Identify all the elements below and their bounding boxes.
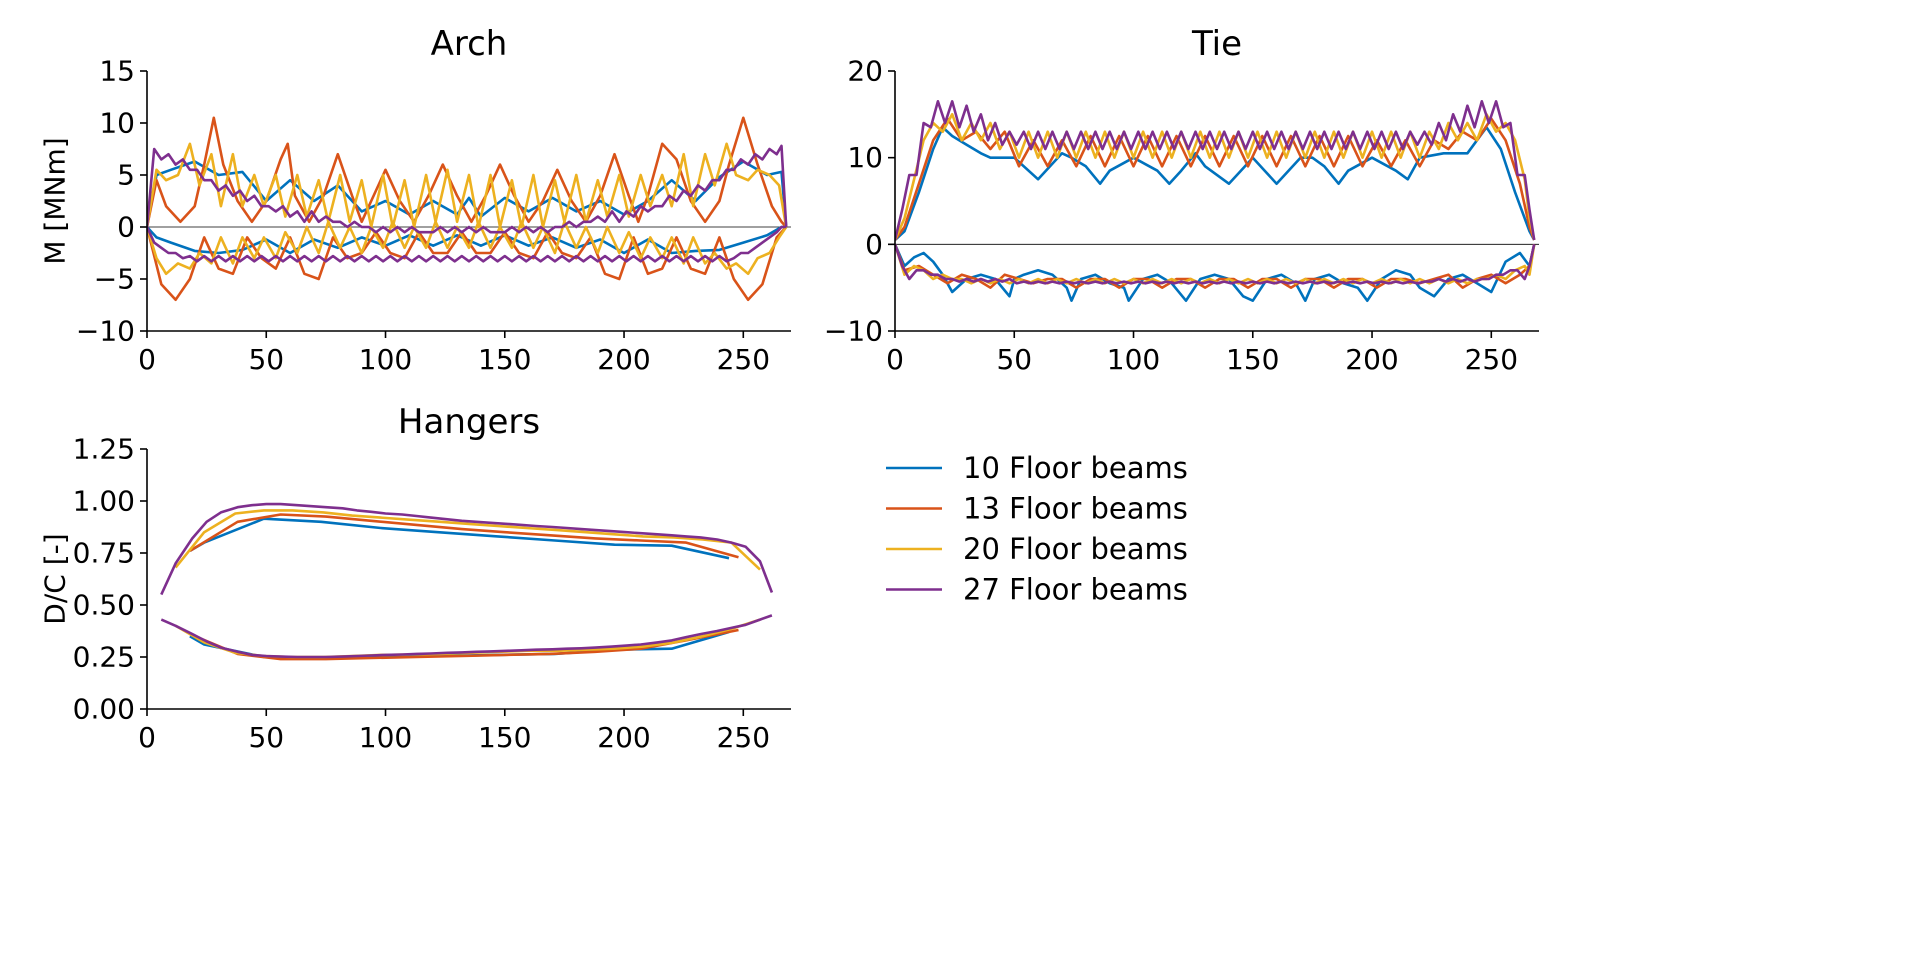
arch-series-27-floor-beams-max [147, 144, 788, 234]
hangers-x-tick-label: 200 [597, 721, 650, 754]
legend-item-27-floor-beams: 27 Floor beams [886, 573, 1188, 607]
hangers-x-tick-label: 0 [138, 721, 156, 754]
legend-item-10-floor-beams: 10 Floor beams [886, 451, 1188, 485]
tie-x-tick-label: 100 [1107, 343, 1160, 376]
hangers-x-tick-label: 50 [248, 721, 284, 754]
tie-series-group [895, 100, 1536, 302]
arch-panel: Arch M [MNm] 0 50 100 150 200 250 −10 −5 0 5 10 15 [39, 24, 791, 376]
arch-series-27-floor-beams-min [147, 225, 787, 263]
hangers-x-tick-label: 100 [359, 721, 412, 754]
arch-y-tick-label: 5 [117, 159, 135, 192]
hangers-y-tick-label: 0.25 [73, 641, 135, 674]
legend-label: 10 Floor beams [963, 451, 1188, 485]
hangers-series-group [160, 502, 774, 661]
legend-label: 13 Floor beams [963, 492, 1188, 526]
legend-item-20-floor-beams: 20 Floor beams [886, 532, 1188, 566]
hangers-y-tick-label: 0.75 [73, 537, 135, 570]
arch-series-20-floor-beams-max [147, 142, 788, 229]
arch-series-13-floor-beams-min [147, 226, 788, 302]
arch-y-tick-label: −10 [76, 315, 135, 348]
arch-x-tick-label: 50 [248, 343, 284, 376]
hangers-series-20-floor-beams-max [174, 509, 761, 571]
hangers-y-axis-label: D/C [-] [39, 533, 72, 624]
tie-series-27-floor-beams-min [895, 243, 1536, 285]
tie-x-tick-label: 250 [1465, 343, 1518, 376]
tie-series-13-floor-beams-max [895, 117, 1536, 241]
arch-series-group [147, 116, 788, 302]
hangers-series-27-floor-beams-max [160, 502, 774, 596]
arch-x-tick-label: 150 [478, 343, 531, 376]
hangers-y-tick-label: 1.25 [73, 433, 135, 466]
tie-y-tick-label: 0 [865, 228, 883, 261]
arch-y-axis-label: M [MNm] [39, 137, 72, 264]
tie-y-tick-label: 20 [847, 55, 883, 88]
tie-x-tick-label: 50 [996, 343, 1032, 376]
arch-title: Arch [431, 24, 508, 64]
hangers-series-13-floor-beams-max [189, 513, 739, 559]
tie-y-tick-label: −10 [824, 315, 883, 348]
tie-series-27-floor-beams-max [895, 100, 1536, 241]
hangers-series-13-floor-beams-min [189, 628, 739, 661]
legend: 10 Floor beams 13 Floor beams 20 Floor bea… [886, 451, 1188, 607]
arch-x-tick-label: 0 [138, 343, 156, 376]
arch-y-tick-label: 15 [99, 55, 135, 88]
tie-x-tick-label: 0 [886, 343, 904, 376]
tie-title: Tie [1191, 24, 1242, 64]
hangers-title: Hangers [398, 402, 540, 442]
legend-label: 20 Floor beams [963, 532, 1188, 566]
tie-x-tick-label: 150 [1226, 343, 1279, 376]
arch-y-tick-label: 0 [117, 211, 135, 244]
hangers-y-tick-label: 1.00 [73, 485, 135, 518]
arch-x-tick-label: 100 [359, 343, 412, 376]
arch-series-13-floor-beams-max [147, 116, 788, 228]
hangers-y-tick-label: 0.50 [73, 589, 135, 622]
tie-x-tick-label: 200 [1345, 343, 1398, 376]
hangers-panel: Hangers D/C [-] 0 50 100 150 200 250 0.00 0.25 0.5… [39, 402, 791, 754]
tie-series-10-floor-beams-min [895, 243, 1536, 302]
hangers-series-10-floor-beams-max [189, 517, 730, 560]
hangers-series-27-floor-beams-min [160, 614, 773, 659]
legend-label: 27 Floor beams [963, 573, 1188, 607]
hangers-x-tick-label: 250 [717, 721, 770, 754]
hangers-x-tick-label: 150 [478, 721, 531, 754]
arch-x-tick-label: 200 [597, 343, 650, 376]
arch-series-20-floor-beams-min [147, 220, 788, 276]
legend-item-13-floor-beams: 13 Floor beams [886, 492, 1188, 526]
arch-y-tick-label: −5 [94, 263, 135, 296]
arch-y-tick-label: 10 [99, 107, 135, 140]
arch-x-tick-label: 250 [717, 343, 770, 376]
hangers-y-tick-label: 0.00 [73, 693, 135, 726]
tie-y-tick-label: 10 [847, 141, 883, 174]
